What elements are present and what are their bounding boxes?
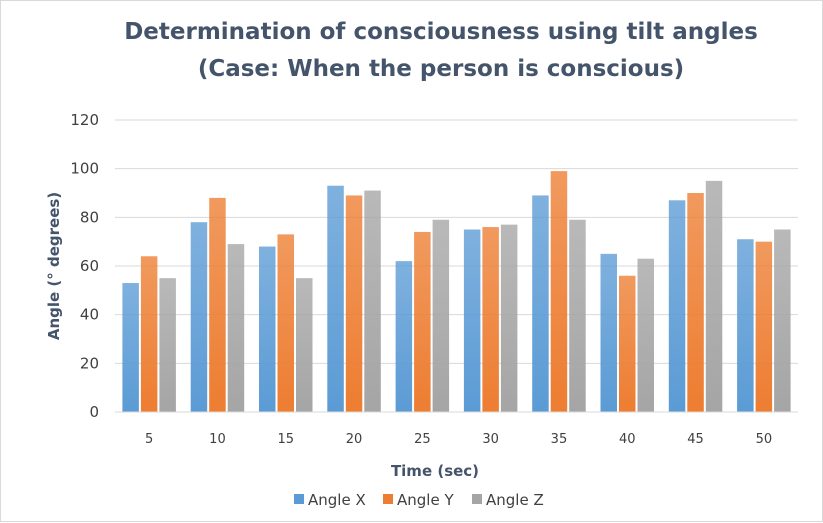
x-axis-label: Time (sec)	[391, 462, 479, 480]
x-tick-label: 45	[687, 432, 704, 447]
bar-angle-x-40	[600, 253, 617, 412]
legend-label: Angle Z	[486, 491, 544, 509]
bar-angle-y-45	[687, 193, 704, 412]
chart-title-line-2: (Case: When the person is conscious)	[198, 56, 684, 82]
bar-angle-z-15	[296, 278, 313, 412]
bar-angle-z-5	[159, 278, 176, 412]
bar-angle-z-20	[364, 190, 381, 412]
bar-angle-y-25	[414, 231, 431, 412]
bar-angle-z-10	[227, 244, 245, 412]
bar-angle-z-50	[774, 229, 791, 412]
x-tick-label: 20	[346, 432, 363, 447]
x-tick-label: 25	[414, 432, 431, 447]
legend-swatch-angle-y	[383, 494, 393, 504]
x-tick-label: 40	[619, 432, 636, 447]
bar-angle-x-10	[190, 222, 208, 412]
chart-title-line-1: Determination of consciousness using til…	[124, 19, 758, 45]
y-axis-label: Angle (° degrees)	[45, 192, 63, 340]
bar-angle-z-35	[569, 219, 586, 412]
legend: Angle X Angle Y Angle Z	[294, 491, 544, 509]
legend-label: Angle X	[308, 491, 366, 509]
bar-angle-y-40	[619, 275, 636, 412]
bar-angle-y-10	[209, 197, 226, 412]
x-tick-label: 10	[209, 432, 226, 447]
bar-angle-x-50	[737, 239, 754, 412]
bar-angle-y-50	[755, 241, 773, 412]
legend-swatch-angle-z	[472, 494, 482, 504]
y-tick-label: 100	[70, 160, 99, 178]
bar-angle-x-20	[327, 185, 344, 412]
bar-angle-x-5	[122, 283, 139, 412]
x-tick-label: 5	[145, 432, 153, 447]
bar-angle-y-20	[345, 195, 363, 412]
y-tick-label: 120	[70, 111, 99, 129]
x-tick-label: 15	[277, 432, 294, 447]
x-tick-label: 35	[551, 432, 568, 447]
bar-angle-z-45	[705, 180, 723, 412]
bar-angle-y-15	[277, 234, 294, 412]
x-tick-label: 30	[482, 432, 499, 447]
bar-angle-y-30	[482, 227, 499, 412]
x-tick-label: 50	[756, 432, 773, 447]
y-tick-label: 20	[80, 354, 99, 372]
bar-angle-x-30	[463, 229, 481, 412]
bar-angle-x-35	[532, 195, 549, 412]
y-tick-label: 60	[80, 257, 99, 275]
bar-angle-x-25	[395, 261, 413, 412]
bar-angle-y-35	[550, 171, 568, 412]
bars	[122, 171, 791, 412]
x-axis-ticks: 5 10 15 20 25 30 35 40 45 50	[145, 432, 772, 447]
y-tick-label: 40	[80, 306, 99, 324]
bar-angle-x-45	[668, 200, 686, 412]
legend-label: Angle Y	[397, 491, 454, 509]
legend-swatch-angle-x	[294, 494, 304, 504]
y-tick-label: 0	[89, 403, 99, 421]
bar-angle-z-30	[500, 224, 518, 412]
bar-angle-z-40	[637, 258, 654, 412]
bar-angle-y-5	[140, 256, 158, 412]
y-tick-label: 80	[80, 208, 99, 226]
bar-angle-z-25	[432, 219, 450, 412]
y-axis-ticks: 0 20 40 60 80 100 120	[70, 111, 99, 421]
bar-angle-x-15	[259, 246, 276, 412]
